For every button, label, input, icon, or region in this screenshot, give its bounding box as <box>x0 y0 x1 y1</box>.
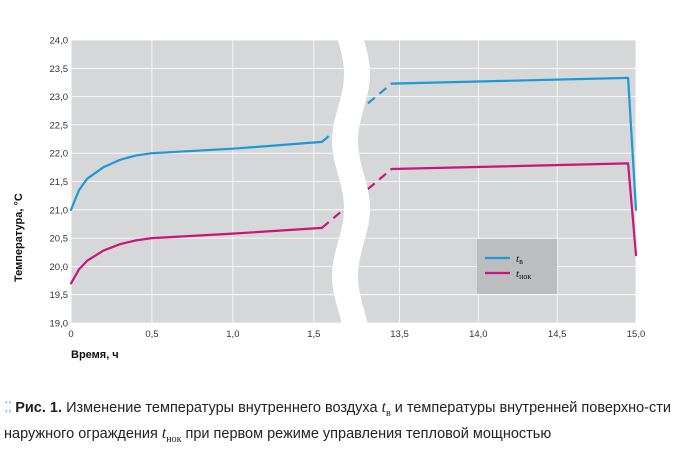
legend-label: tнок <box>516 268 531 281</box>
y-tick-label: 24,0 <box>50 36 69 47</box>
x-tick-label: 1,0 <box>226 329 239 340</box>
series-lines <box>69 76 638 285</box>
legend: tв tнок <box>477 239 557 294</box>
caption-text-part3: при первом режиме управления тепловой мо… <box>185 426 552 443</box>
y-tick-label: 21,5 <box>50 177 69 188</box>
y-tick-labels: 19,0 19,5 20,0 20,5 21,0 21,5 22,0 22,5 23,0 23,5… <box>50 36 69 330</box>
series-line-seg2 <box>390 76 638 211</box>
x-tick-label: 14,5 <box>548 329 567 340</box>
x-tick-label: 15,0 <box>627 329 646 340</box>
chart-figure: tв tнок 19,0 19,5 20,0 20,5 21,0 21,5 22,0 22,5 2… <box>13 35 646 362</box>
x-tick-label: 0 <box>68 329 73 340</box>
x-tick-label: 0,5 <box>145 329 158 340</box>
y-tick-label: 19,5 <box>50 290 69 301</box>
series-line-seg2 <box>390 162 638 257</box>
figure-caption: ⁚⁚ Рис. 1. Изменение температуры внутренн… <box>4 398 676 450</box>
chart-svg: tв tнок 19,0 19,5 20,0 20,5 21,0 21,5 22,0 22,5 2… <box>13 36 645 362</box>
y-tick-label: 20,0 <box>50 262 69 273</box>
x-tick-label: 13,5 <box>390 329 409 340</box>
caption-text-part2: и температуры внутренней поверхно-сти на… <box>4 400 671 443</box>
x-tick-label: 14,0 <box>469 329 488 340</box>
y-tick-label: 21,0 <box>50 205 69 216</box>
caption-figure-label: Рис. 1. <box>15 400 63 416</box>
y-axis-title: Температура, °С <box>13 193 25 282</box>
x-axis-title: Время, ч <box>71 349 119 361</box>
legend-label: tв <box>516 253 523 266</box>
series-line-seg1 <box>69 140 323 211</box>
axis-break <box>332 38 370 325</box>
caption-var2: tнок <box>161 425 182 446</box>
y-tick-label: 22,5 <box>50 120 69 131</box>
x-tick-labels: 0 0,5 1,0 1,5 13,5 14,0 14,5 15,0 <box>68 329 645 340</box>
y-tick-label: 22,0 <box>50 149 69 160</box>
axis-break-band <box>332 38 370 325</box>
x-tick-label: 1,5 <box>307 329 320 340</box>
caption-text-part1: Изменение температуры внутреннего воздух… <box>66 400 378 416</box>
y-tick-label: 20,5 <box>50 234 69 245</box>
y-tick-label: 23,0 <box>50 92 69 103</box>
caption-var1: tв <box>381 399 391 420</box>
caption-dots-icon: ⁚⁚ <box>4 400 12 416</box>
y-tick-label: 19,0 <box>50 319 69 330</box>
y-tick-label: 23,5 <box>50 64 69 75</box>
legend-box <box>477 239 557 294</box>
series-line-seg1 <box>69 226 323 285</box>
